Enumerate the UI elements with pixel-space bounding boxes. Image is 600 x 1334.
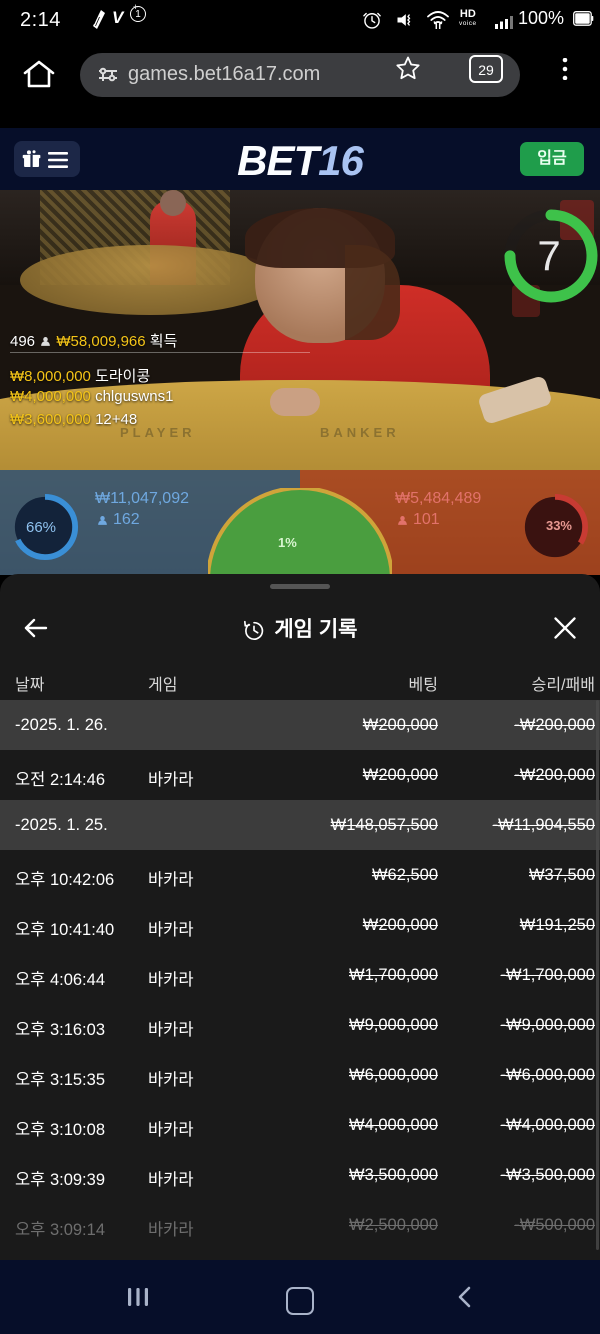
svg-text:7: 7	[537, 232, 560, 279]
